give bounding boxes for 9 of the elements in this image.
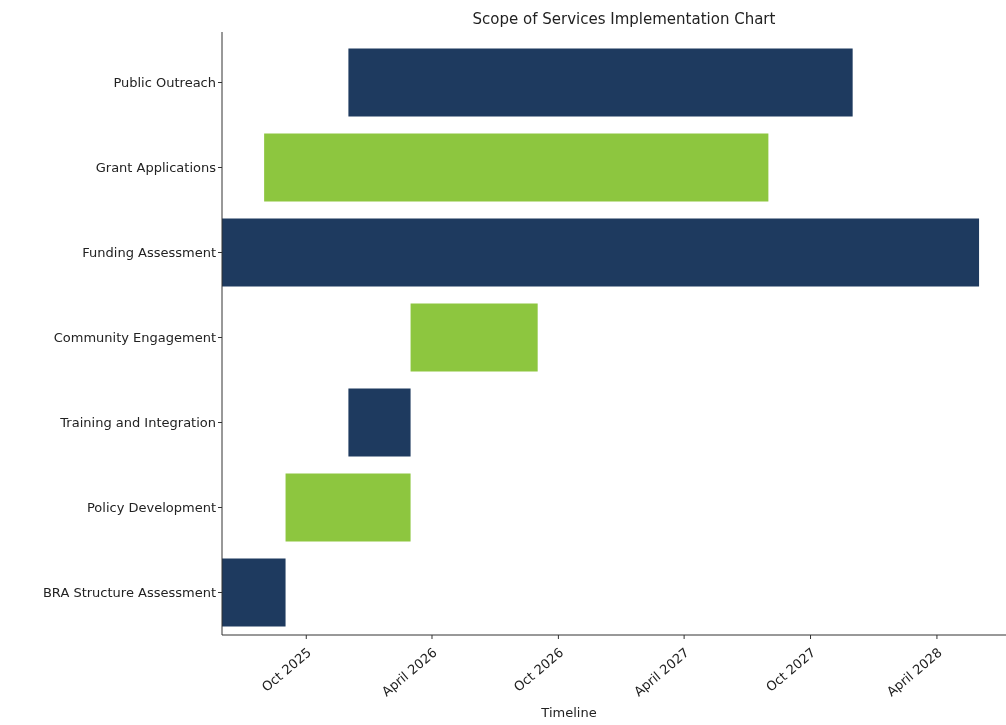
y-tick-label: Training and Integration — [59, 415, 216, 431]
y-tick-label: Public Outreach — [113, 75, 216, 91]
y-tick-label: BRA Structure Assessment — [42, 585, 216, 601]
x-axis-title: Timeline — [540, 705, 597, 720]
chart-title: Scope of Services Implementation Chart — [472, 10, 776, 28]
y-tick-label: Funding Assessment — [82, 245, 216, 261]
y-tick-label: Policy Development — [86, 500, 216, 516]
y-tick-label: Grant Applications — [95, 160, 217, 176]
y-tick-label: Community Engagement — [53, 330, 216, 346]
